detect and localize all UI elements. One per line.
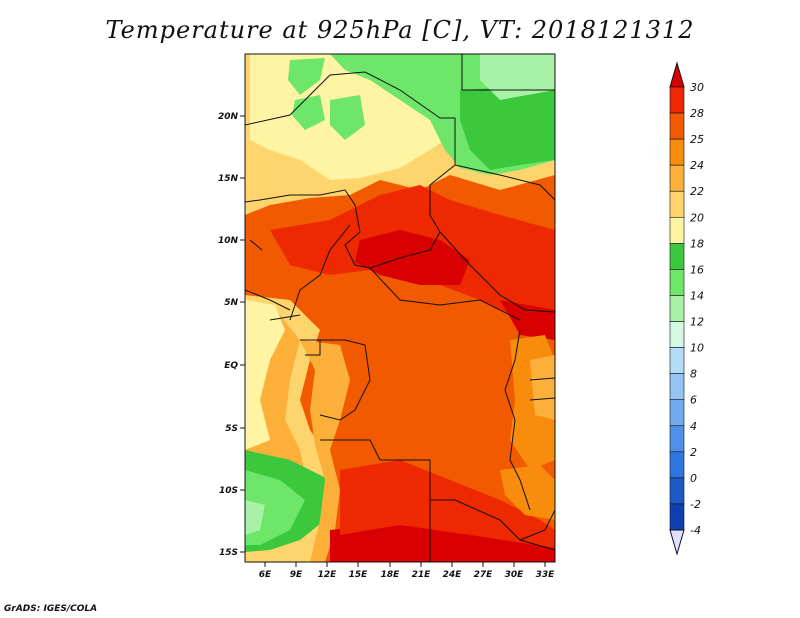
region-24-25-southeast bbox=[500, 465, 555, 520]
border-egypt-sudan bbox=[461, 54, 555, 91]
colorbar-label: 14 bbox=[690, 289, 704, 302]
colorbar-swatch bbox=[669, 295, 685, 322]
colorbar-swatch bbox=[669, 112, 685, 140]
colorbar-swatch bbox=[669, 321, 685, 348]
colorbar-swatch bbox=[669, 373, 685, 401]
region-12-14-atlantic bbox=[245, 500, 265, 535]
colorbar-swatch bbox=[669, 138, 685, 166]
colorbar-label: 0 bbox=[690, 472, 697, 485]
lon-label: 18E bbox=[381, 570, 401, 580]
colorbar-swatch bbox=[669, 243, 685, 270]
colorbar-label: 16 bbox=[690, 263, 704, 276]
border-eq-guinea bbox=[300, 339, 321, 356]
lon-label: 12E bbox=[318, 570, 338, 580]
lat-label: 15S bbox=[219, 548, 238, 558]
colorbar-label: 30 bbox=[690, 81, 704, 94]
colorbar-label: 12 bbox=[690, 316, 704, 329]
colorbar-label: 18 bbox=[690, 237, 704, 250]
region-above-30-center bbox=[355, 230, 470, 285]
lon-label: 33E bbox=[536, 570, 556, 580]
colorbar-label: 28 bbox=[690, 107, 704, 120]
colorbar-swatch bbox=[669, 425, 685, 453]
lat-label: 5S bbox=[225, 424, 238, 434]
region-14-16-b bbox=[292, 95, 325, 130]
colorbar-label: 8 bbox=[690, 368, 697, 381]
border-sudan-east bbox=[454, 164, 555, 201]
region-22-24-coast bbox=[300, 340, 350, 562]
region-14-16-c bbox=[330, 95, 365, 140]
colorbar-swatch bbox=[669, 399, 685, 427]
lat-label: 20N bbox=[218, 112, 239, 122]
colorbar-label: 22 bbox=[690, 185, 704, 198]
border-cameroon bbox=[289, 224, 351, 321]
border-malawi bbox=[519, 509, 555, 541]
border-east-short bbox=[529, 377, 555, 401]
colorbar-top-arrow bbox=[669, 61, 685, 88]
colorbar-swatch bbox=[669, 216, 685, 244]
region-above-30-south bbox=[330, 520, 555, 562]
colorbar-swatch bbox=[669, 190, 685, 218]
lon-label: 9E bbox=[290, 570, 303, 580]
lat-label: 5N bbox=[224, 298, 238, 308]
lon-label: 6E bbox=[259, 570, 272, 580]
colorbar-swatch bbox=[669, 477, 685, 505]
colorbar-label: 6 bbox=[690, 394, 697, 407]
lat-label: 10N bbox=[218, 236, 239, 246]
colorbar-swatch bbox=[669, 347, 685, 374]
region-16-18-ne bbox=[460, 85, 555, 170]
region-18-20-atlantic bbox=[245, 300, 285, 450]
colorbar-label: 2 bbox=[690, 446, 697, 459]
colorbar-label: 4 bbox=[690, 420, 697, 433]
region-14-16-a bbox=[288, 58, 325, 95]
region-above-30-east bbox=[500, 300, 555, 340]
colorbar-label: -2 bbox=[690, 498, 701, 511]
region-28-30-south bbox=[340, 460, 555, 548]
colorbar-swatch bbox=[669, 86, 685, 114]
colorbar-label: 20 bbox=[690, 211, 704, 224]
border-great-lakes bbox=[504, 329, 531, 511]
lon-label: 24E bbox=[443, 570, 463, 580]
colorbar-swatch bbox=[669, 164, 685, 192]
border-sahel bbox=[245, 71, 456, 269]
lat-axis: 20N 15N 10N 5N EQ 5S 10S 15S bbox=[218, 112, 245, 558]
border-car-drc bbox=[369, 267, 521, 321]
colorbar-label: 24 bbox=[690, 159, 704, 172]
border-west bbox=[245, 239, 301, 321]
lat-label: EQ bbox=[224, 361, 238, 371]
map-frame bbox=[244, 53, 556, 563]
colorbar-label: 25 bbox=[690, 133, 704, 146]
region-22-24-east bbox=[530, 355, 555, 420]
region-12-14-ne bbox=[480, 54, 555, 100]
temperature-field bbox=[245, 54, 555, 562]
colorbar-label: -4 bbox=[690, 524, 701, 537]
colorbar-bottom-arrow bbox=[669, 529, 685, 556]
lon-label: 21E bbox=[412, 570, 432, 580]
colorbar-label: 10 bbox=[690, 342, 704, 355]
chart-title: Temperature at 925hPa [C], VT: 201812131… bbox=[105, 16, 695, 44]
colorbar-swatch bbox=[669, 269, 685, 296]
lon-axis: 6E 9E 12E 15E 18E 21E 24E 27E 30E 33E bbox=[259, 562, 555, 580]
lat-label: 10S bbox=[219, 486, 238, 496]
lat-label: 15N bbox=[218, 174, 239, 184]
colorbar-swatch bbox=[669, 503, 685, 531]
lon-label: 30E bbox=[505, 570, 525, 580]
grads-credit: GrADS: IGES/COLA bbox=[4, 604, 98, 614]
border-congo-gabon bbox=[319, 339, 371, 421]
country-borders bbox=[245, 54, 555, 562]
border-south-sudan bbox=[439, 231, 555, 313]
lon-label: 27E bbox=[474, 570, 494, 580]
lon-label: 15E bbox=[349, 570, 369, 580]
colorbar-swatch bbox=[669, 451, 685, 479]
